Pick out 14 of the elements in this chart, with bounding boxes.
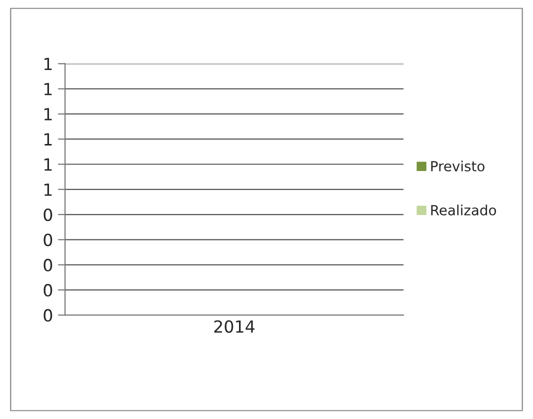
y-tick-label: 1 (44, 83, 52, 96)
legend-label: Previsto (431, 160, 484, 172)
y-tick-label: 0 (44, 234, 52, 246)
y-tick-label: 0 (44, 258, 52, 272)
y-tick-label: 1 (44, 108, 52, 120)
y-tick-label: 1 (44, 184, 52, 196)
legend-label: Realizado (431, 204, 496, 216)
y-tick-label: 1 (44, 58, 52, 70)
y-tick-label: 1 (44, 133, 52, 146)
y-tick-label: 0 (44, 208, 52, 222)
y-tick-label: 0 (44, 309, 52, 322)
y-tick-label: 0 (44, 284, 52, 297)
x-tick-label: 2014 (214, 320, 255, 333)
y-tick-label: 1 (44, 158, 52, 171)
